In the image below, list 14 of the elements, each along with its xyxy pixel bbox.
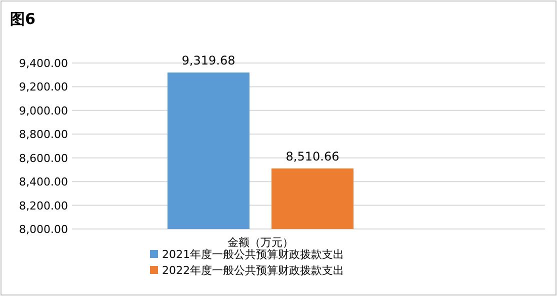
y-tick-label: 8,800.00 xyxy=(19,128,68,142)
data-label: 8,510.66 xyxy=(286,149,340,164)
y-tick-label: 8,400.00 xyxy=(19,176,68,189)
x-tick-label: 金额（万元） xyxy=(228,236,294,249)
y-tick-label: 9,000.00 xyxy=(19,104,68,118)
data-label: 9,319.68 xyxy=(182,54,236,68)
y-tick-label: 8,200.00 xyxy=(19,199,68,212)
chart-title: 图6 xyxy=(10,10,36,28)
legend-label: 2021年度一般公共预算财政拨款支出 xyxy=(162,248,344,261)
legend-label: 2022年度一般公共预算财政拨款支出 xyxy=(162,264,344,277)
y-tick-label: 8,600.00 xyxy=(19,152,68,165)
y-tick-label: 8,000.00 xyxy=(19,223,68,236)
y-tick-label: 9,200.00 xyxy=(19,80,68,94)
y-tick-label: 9,400.00 xyxy=(19,57,68,70)
